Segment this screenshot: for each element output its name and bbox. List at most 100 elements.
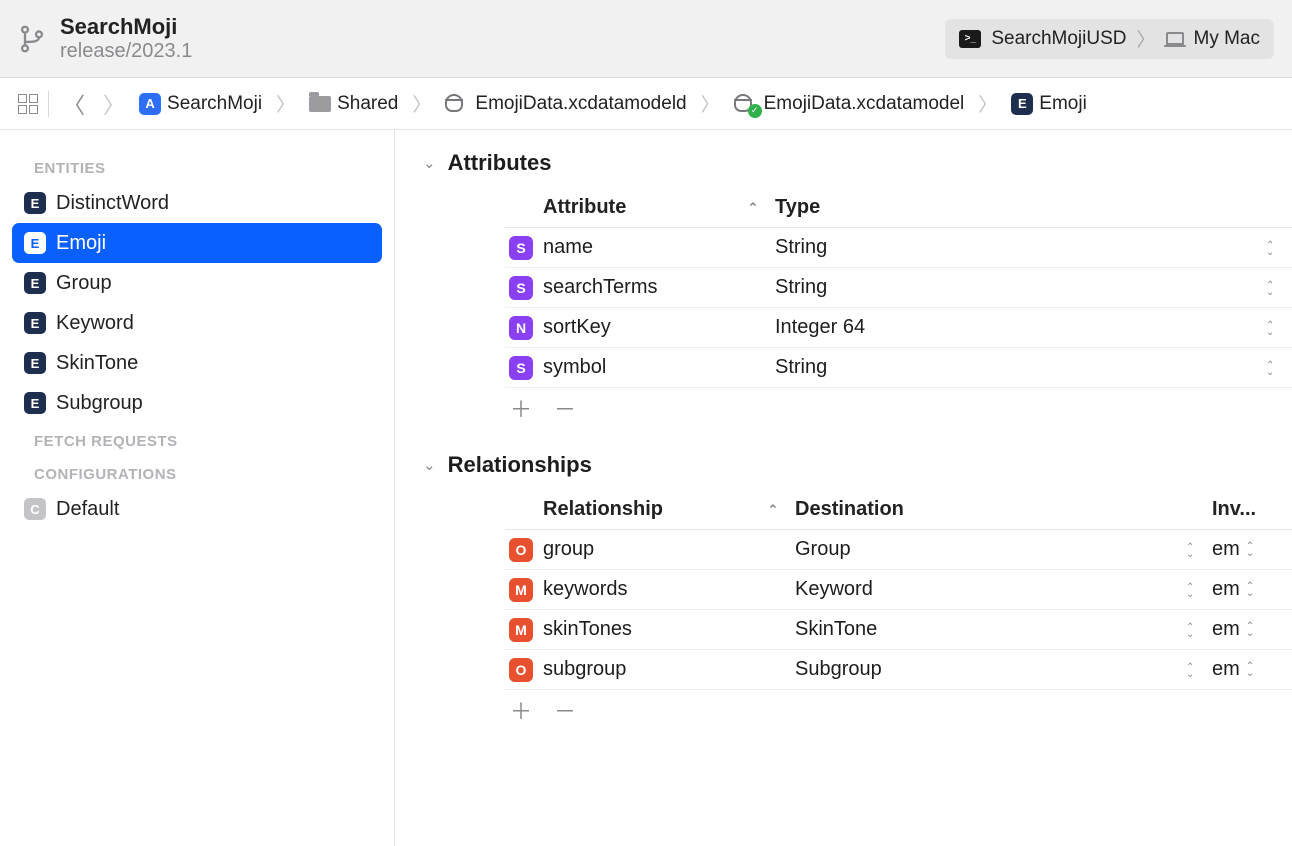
section-header-configurations: CONFIGURATIONS	[0, 456, 394, 489]
dropdown-icon[interactable]: ⌃⌄	[1246, 543, 1254, 557]
breadcrumb-label: Emoji	[1039, 93, 1087, 115]
entity-label: Subgroup	[56, 392, 143, 415]
table-row[interactable]: NsortKeyInteger 64⌃⌄	[505, 308, 1292, 348]
table-row[interactable]: MskinTonesSkinTone⌃⌄em⌃⌄	[505, 610, 1292, 650]
folder-icon	[309, 96, 331, 112]
relationship-destination[interactable]: Keyword	[791, 578, 1186, 601]
back-button[interactable]: 〈	[59, 88, 89, 120]
relationship-destination[interactable]: Group	[791, 538, 1186, 561]
attribute-type[interactable]: String	[771, 276, 1266, 299]
dropdown-icon[interactable]: ⌃⌄	[1266, 279, 1292, 296]
run-destination: My Mac	[1194, 28, 1261, 50]
configuration-icon: C	[24, 498, 46, 520]
terminal-icon: >_	[959, 30, 981, 48]
laptop-icon	[1166, 32, 1184, 45]
relationship-inverse[interactable]: em	[1212, 538, 1240, 561]
dropdown-icon[interactable]: ⌃⌄	[1246, 583, 1254, 597]
attribute-name: searchTerms	[543, 276, 657, 299]
table-row[interactable]: MkeywordsKeyword⌃⌄em⌃⌄	[505, 570, 1292, 610]
breadcrumb-item-datamodeld[interactable]: EmojiData.xcdatamodeld	[445, 93, 686, 115]
attribute-name: symbol	[543, 356, 606, 379]
editor-main: ⌄ Attributes Attribute ⌃ Type SnameStrin…	[395, 130, 1292, 846]
breadcrumb-item-entity[interactable]: E Emoji	[1011, 93, 1087, 115]
column-header-type[interactable]: Type	[771, 196, 1266, 219]
breadcrumb-item-datamodel[interactable]: ✓ EmojiData.xcdatamodel	[734, 93, 965, 115]
section-title: Relationships	[448, 452, 592, 478]
table-row[interactable]: OgroupGroup⌃⌄em⌃⌄	[505, 530, 1292, 570]
chevron-down-icon: ⌄	[423, 154, 436, 172]
scheme-selector[interactable]: >_ SearchMojiUSD 〉 My Mac	[945, 19, 1274, 59]
dropdown-icon[interactable]: ⌃⌄	[1186, 621, 1212, 638]
entity-item-keyword[interactable]: EKeyword	[12, 303, 382, 343]
entity-item-subgroup[interactable]: E Subgroup	[12, 383, 382, 423]
breadcrumb-label: Shared	[337, 93, 398, 115]
project-heading: SearchMoji release/2023.1	[60, 14, 192, 63]
table-header: Attribute ⌃ Type	[505, 188, 1292, 228]
attribute-type[interactable]: Integer 64	[771, 316, 1266, 339]
relationship-destination[interactable]: Subgroup	[791, 658, 1186, 681]
table-row[interactable]: SsymbolString⌃⌄	[505, 348, 1292, 388]
datamodel-container-icon	[445, 94, 469, 114]
section-relationships-header[interactable]: ⌄ Relationships	[395, 444, 1292, 490]
attribute-type[interactable]: String	[771, 356, 1266, 379]
column-header-inverse[interactable]: Inv...	[1212, 498, 1292, 521]
relationship-destination[interactable]: SkinTone	[791, 618, 1186, 641]
column-header-attribute[interactable]: Attribute	[505, 196, 735, 219]
table-row[interactable]: SsearchTerms String⌃⌄	[505, 268, 1292, 308]
dropdown-icon[interactable]: ⌃⌄	[1246, 623, 1254, 637]
remove-relationship-button[interactable]: －	[553, 698, 577, 722]
relationship-inverse[interactable]: em	[1212, 618, 1240, 641]
column-header-destination[interactable]: Destination	[791, 498, 1186, 521]
dropdown-icon[interactable]: ⌃⌄	[1266, 359, 1292, 376]
entity-icon: E	[24, 312, 46, 334]
attribute-type[interactable]: String	[771, 236, 1266, 259]
related-items-icon[interactable]	[18, 94, 38, 114]
chevron-right-icon: 〉	[272, 90, 299, 117]
table-row[interactable]: SnameString⌃⌄	[505, 228, 1292, 268]
section-header-entities: ENTITIES	[0, 150, 394, 183]
chevron-right-icon: 〉	[1136, 25, 1155, 52]
table-row[interactable]: OsubgroupSubgroup⌃⌄em⌃⌄	[505, 650, 1292, 690]
entity-item-group[interactable]: EGroup	[12, 263, 382, 303]
column-header-relationship[interactable]: Relationship	[505, 498, 755, 521]
relationship-inverse[interactable]: em	[1212, 578, 1240, 601]
entity-item-skintone[interactable]: ESkinTone	[12, 343, 382, 383]
chevron-right-icon: 〉	[408, 90, 435, 117]
app-icon: A	[139, 93, 161, 115]
dropdown-icon[interactable]: ⌃⌄	[1246, 663, 1254, 677]
entity-label: SkinTone	[56, 352, 138, 375]
relationship-inverse[interactable]: em	[1212, 658, 1240, 681]
relationships-table: Relationship ⌃ Destination Inv... Ogroup…	[505, 490, 1292, 730]
add-relationship-button[interactable]: ＋	[509, 698, 533, 722]
table-footer: ＋ －	[505, 388, 1292, 428]
dropdown-icon[interactable]: ⌃⌄	[1186, 661, 1212, 678]
attribute-type-icon: S	[509, 276, 533, 300]
dropdown-icon[interactable]: ⌃⌄	[1186, 541, 1212, 558]
section-title: Attributes	[448, 150, 552, 176]
chevron-right-icon: 〉	[974, 90, 1001, 117]
attribute-name: sortKey	[543, 316, 611, 339]
relationship-type-icon: O	[509, 538, 533, 562]
entity-label: DistinctWord	[56, 192, 169, 215]
scheme-name: SearchMojiUSD	[991, 28, 1126, 50]
branch-label[interactable]: release/2023.1	[60, 40, 192, 63]
chevron-down-icon: ⌄	[423, 456, 436, 474]
sort-indicator-icon: ⌃	[755, 502, 791, 518]
entity-item-distinctword[interactable]: EDistinctWord	[12, 183, 382, 223]
breadcrumb-item-folder[interactable]: Shared	[309, 93, 398, 115]
entity-icon: E	[24, 232, 46, 254]
breadcrumb-item-project[interactable]: A SearchMoji	[139, 93, 262, 115]
configuration-default[interactable]: C Default	[12, 489, 382, 529]
dropdown-icon[interactable]: ⌃⌄	[1266, 319, 1292, 336]
breadcrumb-label: EmojiData.xcdatamodel	[764, 93, 965, 115]
breadcrumb-label: EmojiData.xcdatamodeld	[475, 93, 686, 115]
dropdown-icon[interactable]: ⌃⌄	[1266, 239, 1292, 256]
forward-button[interactable]: 〉	[99, 88, 129, 120]
entity-icon: E	[24, 392, 46, 414]
entity-item-emoji[interactable]: E Emoji	[12, 223, 382, 263]
entity-label: Emoji	[56, 232, 106, 255]
add-attribute-button[interactable]: ＋	[509, 396, 533, 420]
section-attributes-header[interactable]: ⌄ Attributes	[395, 142, 1292, 188]
remove-attribute-button[interactable]: －	[553, 396, 577, 420]
dropdown-icon[interactable]: ⌃⌄	[1186, 581, 1212, 598]
